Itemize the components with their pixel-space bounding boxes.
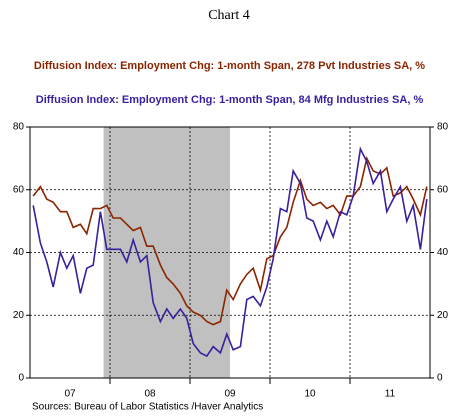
y2-tick-label: 80 — [437, 122, 449, 133]
y2-tick-label: 40 — [437, 247, 449, 258]
y-tick-label: 20 — [13, 310, 25, 321]
series-line — [32, 156, 428, 326]
y-tick-label: 80 — [13, 122, 25, 133]
y-tick-label: 0 — [18, 373, 24, 384]
x-tick-label: 10 — [304, 389, 316, 400]
plot-border — [29, 126, 431, 379]
legend-entry: Diffusion Index: Employment Chg: 1-month… — [35, 94, 424, 106]
source-note: Sources: Bureau of Labor Statistics /Hav… — [32, 402, 263, 413]
y2-tick-label: 20 — [437, 310, 449, 321]
legend-entry: Diffusion Index: Employment Chg: 1-month… — [33, 60, 426, 72]
x-tick-label: 07 — [64, 389, 76, 400]
chart-title: Chart 4 — [208, 8, 250, 23]
x-tick-label: 09 — [224, 389, 236, 400]
series-line — [32, 146, 428, 358]
y2-tick-label: 0 — [437, 373, 443, 384]
y-tick-label: 40 — [13, 247, 25, 258]
x-tick-label: 11 — [385, 389, 396, 400]
x-tick-label: 08 — [144, 389, 156, 400]
y2-tick-label: 60 — [437, 184, 449, 195]
y-tick-label: 60 — [13, 184, 25, 195]
